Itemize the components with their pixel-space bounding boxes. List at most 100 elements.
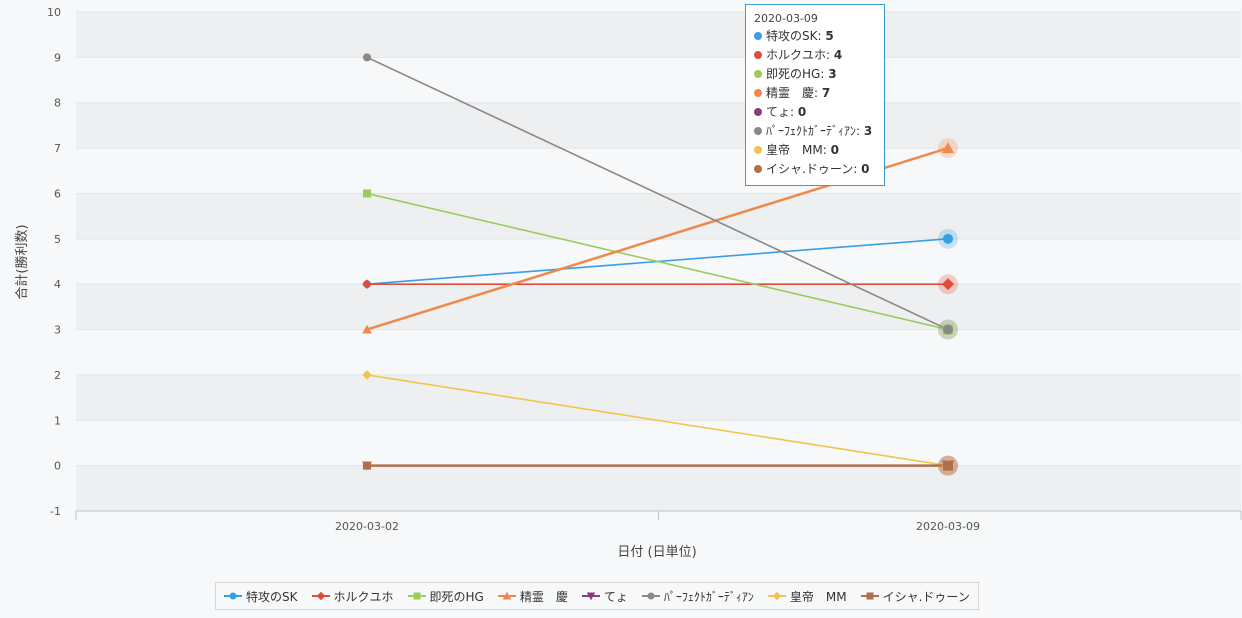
- tooltip-dot: [754, 70, 762, 78]
- legend-label: ﾊﾟｰﾌｪｸﾄｶﾞｰﾃﾞｨｱﾝ: [663, 589, 754, 604]
- legend-marker: [413, 592, 421, 600]
- legend-marker: [866, 592, 874, 600]
- y-tick-label: 9: [54, 51, 61, 64]
- tooltip-dot: [754, 51, 762, 59]
- plot-band: [76, 57, 1241, 103]
- data-point: [942, 278, 954, 291]
- tooltip-value: 0: [861, 162, 870, 176]
- legend-label: てょ: [603, 589, 628, 604]
- plot-band: [76, 102, 1241, 149]
- y-tick-label: 2: [54, 369, 61, 382]
- legend-marker: [647, 592, 655, 600]
- tooltip-label: ホルクユホ:: [766, 48, 834, 62]
- tooltip-row: 皇帝 MM: 0: [754, 141, 876, 160]
- legend-label: 特攻のSK: [246, 589, 298, 604]
- legend-label: イシャ.ドゥーン: [882, 589, 970, 604]
- legend-item[interactable]: 即死のHG: [407, 588, 484, 605]
- series-markers: [362, 53, 954, 472]
- legend-item[interactable]: 特攻のSK: [224, 588, 298, 605]
- legend-marker: [316, 591, 325, 601]
- tooltip-value: 4: [833, 48, 843, 62]
- tooltip-value: 0: [797, 105, 807, 119]
- y-tick-label: -1: [50, 505, 61, 518]
- x-axis-title: 日付 (日単位): [617, 544, 696, 560]
- tooltip-label: 特攻のSK:: [766, 29, 826, 43]
- legend-label: 即死のHG: [429, 589, 484, 604]
- y-tick-label: 10: [47, 6, 61, 19]
- x-tick-label: 2020-03-02: [335, 520, 399, 533]
- legend-item[interactable]: ホルクユホ: [311, 588, 394, 605]
- y-tick-label: 4: [54, 278, 61, 291]
- data-point: [942, 142, 954, 154]
- tooltip-label: 即死のHG:: [766, 67, 829, 81]
- series-line: [366, 374, 949, 467]
- tooltip-row: 精霊 慶: 7: [754, 84, 876, 103]
- legend-label: 精霊 慶: [519, 589, 568, 604]
- tooltip-dot: [754, 146, 762, 154]
- legend-label: 皇帝 MM: [789, 589, 847, 604]
- legend-marker: [586, 592, 596, 601]
- data-point: [363, 53, 371, 62]
- y-tick-label: 7: [54, 142, 61, 155]
- legend-symbol: [497, 591, 516, 600]
- plot-band: [76, 284, 1241, 330]
- y-tick-label: 5: [54, 233, 61, 246]
- data-point: [362, 370, 372, 380]
- data-point: [363, 461, 371, 470]
- plot-band: [76, 12, 1241, 58]
- tooltip-label: てょ:: [766, 105, 798, 119]
- legend-item[interactable]: イシャ.ドゥーン: [860, 588, 970, 605]
- legend-symbol: [767, 591, 786, 601]
- tooltip-label: 精霊 慶:: [766, 86, 822, 100]
- y-axis-title: 合計(勝利数): [14, 224, 30, 299]
- legend-symbol: [860, 592, 879, 600]
- plot-band: [76, 465, 1241, 511]
- legend-symbol: [581, 592, 600, 601]
- data-point: [362, 324, 372, 334]
- legend-item[interactable]: 精霊 慶: [497, 588, 568, 605]
- legend-label: ホルクユホ: [333, 589, 394, 604]
- tooltip-rows: 特攻のSK: 5 ホルクユホ: 4 即死のHG: 3 精霊 慶: 7 てょ: 0 ﾊﾟｰﾌ…: [754, 27, 876, 179]
- legend-marker: [772, 591, 782, 601]
- series-line: [366, 192, 949, 331]
- tooltip-dot: [754, 89, 762, 97]
- legend-symbol: [311, 591, 330, 601]
- tooltip-dot: [754, 32, 762, 40]
- x-axis: 2020-03-02 2020-03-09: [75, 510, 1242, 533]
- tooltip-row: イシャ.ドゥーン: 0: [754, 160, 876, 179]
- plot-band: [76, 193, 1241, 239]
- legend: 特攻のSK ホルクユホ 即死のHG 精霊 慶 てょ ﾊﾟｰﾌｪｸﾄｶﾞｰﾃﾞｨｱﾝ 皇帝 M…: [215, 582, 979, 610]
- tooltip-label: ﾊﾟｰﾌｪｸﾄｶﾞｰﾃﾞｨｱﾝ:: [766, 124, 864, 138]
- plot-band: [76, 148, 1241, 194]
- legend-marker: [502, 591, 512, 600]
- tooltip-value: 3: [828, 67, 837, 81]
- legend-item[interactable]: ﾊﾟｰﾌｪｸﾄｶﾞｰﾃﾞｨｱﾝ: [641, 588, 754, 605]
- legend-item[interactable]: 皇帝 MM: [767, 588, 847, 605]
- x-tick-label: 2020-03-09: [916, 520, 980, 533]
- y-tick-label: 0: [54, 460, 61, 473]
- plot-band: [76, 420, 1241, 466]
- data-point: [943, 324, 953, 335]
- tooltip-row: 即死のHG: 3: [754, 65, 876, 84]
- series-lines: [366, 56, 949, 467]
- tooltip-label: 皇帝 MM:: [766, 143, 831, 157]
- y-tick-label: 1: [54, 414, 61, 427]
- data-point: [943, 233, 953, 244]
- plot-band: [76, 374, 1241, 421]
- tooltip-value: 7: [821, 86, 831, 100]
- y-tick-label: 6: [54, 187, 61, 200]
- y-tick-label: 3: [54, 324, 61, 337]
- tooltip-dot: [754, 165, 762, 173]
- series-line: [366, 56, 949, 331]
- tooltip-row: てょ: 0: [754, 103, 876, 122]
- legend-symbol: [224, 592, 242, 600]
- data-point: [943, 460, 953, 471]
- y-tick-label: 8: [54, 97, 61, 110]
- tooltip-dot: [754, 127, 762, 135]
- tooltip-row: 特攻のSK: 5: [754, 27, 876, 46]
- plot-band: [76, 329, 1241, 375]
- legend-item[interactable]: てょ: [581, 588, 628, 605]
- tooltip: 2020-03-09 特攻のSK: 5 ホルクユホ: 4 即死のHG: 3 精霊 慶:…: [745, 4, 885, 186]
- y-axis-ticks: -1 0 1 2 3 4 5 6 7 8 9 10: [47, 6, 61, 518]
